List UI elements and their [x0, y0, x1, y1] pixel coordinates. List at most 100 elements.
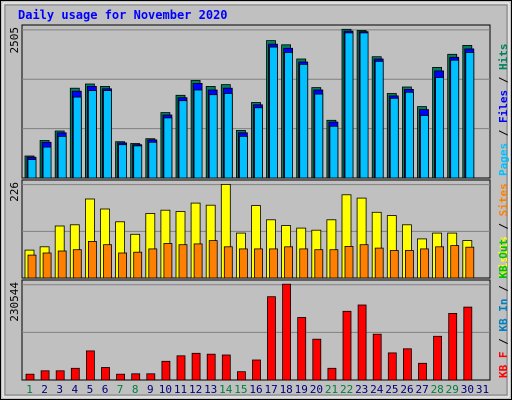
bar-pages-day-11	[178, 100, 188, 179]
bar-pages-day-28	[435, 77, 445, 179]
day-label-7: 7	[117, 383, 124, 396]
bar-pages-day-6	[103, 90, 112, 179]
bar-kb-f-day-22	[342, 310, 352, 381]
bar-kb-f-day-18	[282, 283, 292, 381]
bar-pages-day-14	[223, 93, 233, 179]
bar-sites-day-1	[27, 254, 37, 279]
bar-pages-day-29	[450, 59, 460, 179]
chart-panels: 2505 Pages / Files / Hits 226 Visits / Site…	[8, 24, 510, 381]
day-label-21: 21	[325, 383, 338, 396]
day-label-26: 26	[400, 383, 413, 396]
day-label-5: 5	[87, 383, 94, 396]
day-label-13: 13	[204, 383, 217, 396]
panel-visits-sites: 226 Visits / Sites	[8, 179, 510, 279]
day-label-12: 12	[189, 383, 202, 396]
y-axis-max-label: 2505	[8, 27, 21, 54]
bar-sites-day-23	[359, 244, 369, 279]
bar-pages-day-23	[359, 32, 369, 179]
day-label-16: 16	[249, 383, 262, 396]
day-label-29: 29	[446, 383, 459, 396]
day-label-25: 25	[385, 383, 398, 396]
bar-pages-day-10	[163, 117, 173, 179]
bar-kb-f-day-6	[101, 367, 110, 381]
legend-visits: Visits	[497, 236, 510, 276]
bar-kb-f-day-30	[463, 306, 473, 381]
chart-title: Daily usage for November 2020	[18, 8, 228, 22]
bar-kb-f-day-17	[267, 296, 276, 381]
bar-kb-f-day-24	[372, 333, 382, 381]
legend-pages: Pages	[497, 143, 510, 176]
bar-kb-f-day-14	[221, 354, 231, 381]
bar-sites-day-15	[238, 248, 248, 279]
bar-pages-day-18	[284, 52, 294, 179]
day-label-1: 1	[26, 383, 33, 396]
bar-kb-f-day-20	[312, 338, 322, 381]
bar-pages-day-7	[118, 144, 127, 179]
bar-kb-f-day-10	[161, 360, 171, 381]
bar-kb-f-day-19	[297, 317, 307, 381]
day-label-23: 23	[355, 383, 368, 396]
bar-sites-day-20	[314, 249, 324, 279]
bar-pages-day-21	[329, 125, 339, 179]
bar-sites-day-5	[88, 240, 97, 279]
bar-sites-day-4	[72, 249, 82, 279]
day-label-9: 9	[147, 383, 154, 396]
bar-pages-day-24	[374, 61, 384, 179]
bar-pages-day-22	[344, 32, 354, 179]
bar-kb-f-day-9	[146, 373, 156, 381]
bar-kb-f-day-3	[55, 370, 65, 381]
bar-kb-f-day-25	[387, 352, 397, 381]
bar-sites-day-12	[193, 243, 203, 279]
bar-pages-day-27	[420, 115, 429, 179]
legend-separator: /	[497, 123, 510, 143]
bar-pages-day-16	[254, 107, 263, 179]
bar-sites-day-29	[450, 245, 460, 279]
legend-kb-out: KB Out	[497, 239, 510, 279]
bar-sites-day-30	[465, 246, 475, 279]
bar-kb-f-day-23	[357, 304, 367, 381]
bar-sites-day-21	[329, 249, 339, 279]
bar-sites-day-3	[57, 250, 67, 279]
bar-sites-day-19	[299, 248, 309, 279]
day-label-17: 17	[264, 383, 277, 396]
panel-traffic: 230544 KB F / KB In / KB Out	[8, 239, 510, 381]
legend-separator: /	[497, 332, 510, 352]
bar-kb-f-day-12	[191, 352, 201, 381]
legend-separator: /	[497, 216, 510, 236]
day-label-8: 8	[132, 383, 139, 396]
bar-pages-day-26	[404, 91, 414, 179]
legend-sites: Sites	[497, 183, 510, 216]
legend-separator: /	[497, 70, 510, 90]
bar-pages-day-5	[88, 90, 97, 179]
legend-files: Files	[497, 90, 510, 123]
bar-kb-f-day-26	[402, 348, 412, 381]
day-label-11: 11	[174, 383, 187, 396]
bar-sites-day-27	[420, 248, 429, 279]
x-axis-day-labels: 1 2 3 4 5 6 7 8 9 10 11 12 13 14 15 16 17 18 19 20 21 22 23 24 2…	[26, 383, 489, 396]
panel-legend: Visits / Sites	[497, 183, 510, 276]
bar-sites-day-11	[178, 244, 188, 279]
day-label-27: 27	[415, 383, 428, 396]
bar-sites-day-10	[163, 243, 173, 279]
day-label-20: 20	[310, 383, 323, 396]
day-label-19: 19	[295, 383, 308, 396]
bar-kb-f-day-2	[40, 370, 50, 381]
legend-hits: Hits	[497, 44, 510, 71]
bar-pages-day-1	[27, 159, 37, 179]
bar-pages-day-4	[72, 96, 82, 179]
bar-pages-day-20	[314, 93, 324, 179]
legend-kb-f: KB F	[497, 352, 510, 379]
bar-kb-f-day-13	[206, 353, 216, 381]
bar-sites-day-2	[42, 252, 52, 279]
bar-sites-day-13	[208, 240, 218, 279]
bar-kb-f-day-1	[25, 373, 35, 381]
legend-separator: /	[497, 279, 510, 299]
bar-kb-f-day-21	[327, 367, 337, 381]
bar-kb-f-day-8	[131, 373, 141, 381]
bar-sites-day-26	[404, 250, 414, 279]
bar-pages-day-30	[465, 52, 475, 179]
bar-sites-day-25	[389, 250, 399, 279]
bar-pages-day-8	[133, 145, 143, 179]
bar-sites-day-18	[284, 246, 294, 279]
